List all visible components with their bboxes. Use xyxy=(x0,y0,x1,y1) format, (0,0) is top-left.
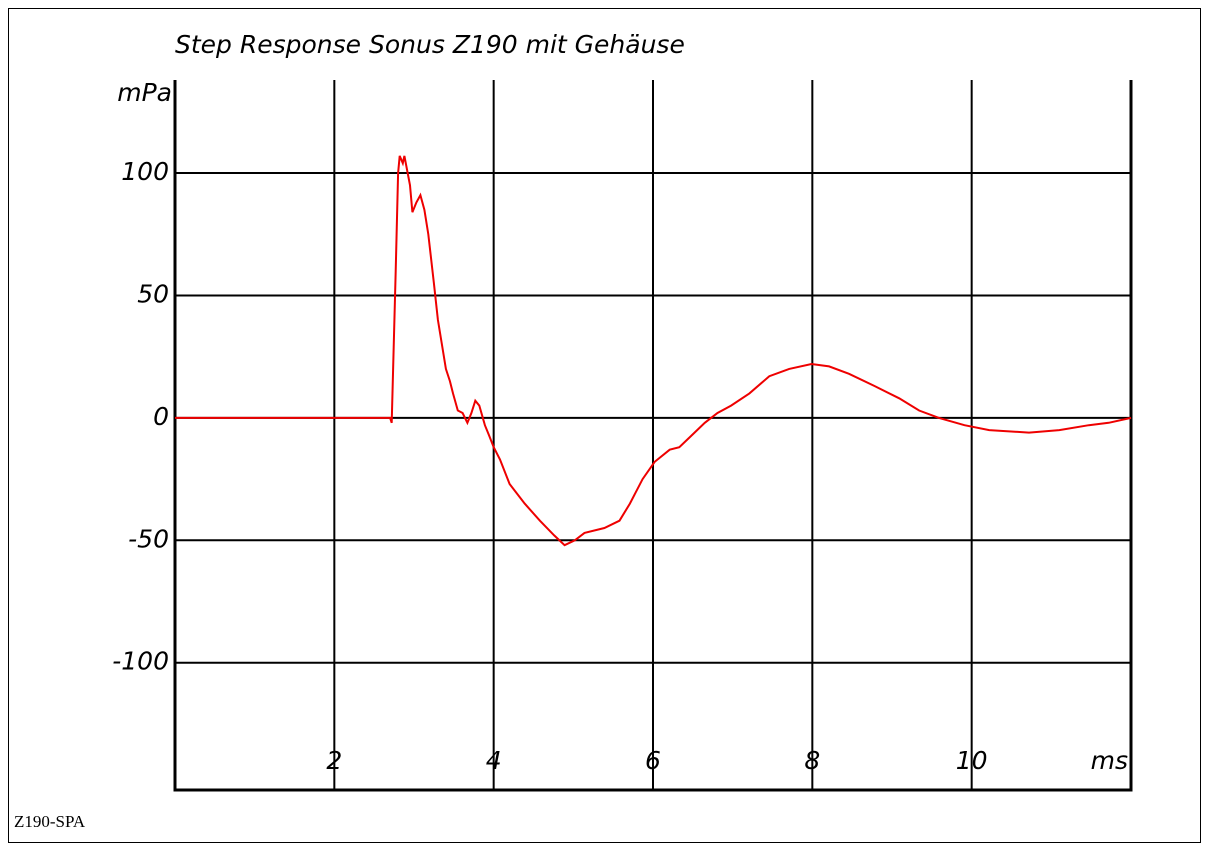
data-line xyxy=(175,155,1132,547)
y-tick-label: -50 xyxy=(128,524,169,553)
frame xyxy=(8,8,1201,843)
y-tick-label: 100 xyxy=(121,157,169,186)
plot-frame xyxy=(173,80,1133,792)
footer: Z190-SPA xyxy=(14,812,86,831)
y-axis-label: mPa xyxy=(117,78,172,107)
x-axis-label: ms xyxy=(1091,746,1128,775)
y-tick-label: 0 xyxy=(153,402,169,431)
chart-title: Step Response Sonus Z190 mit Gehäuse xyxy=(175,30,685,59)
y-tick-label: 50 xyxy=(137,279,169,308)
y-tick-label: -100 xyxy=(112,647,169,676)
